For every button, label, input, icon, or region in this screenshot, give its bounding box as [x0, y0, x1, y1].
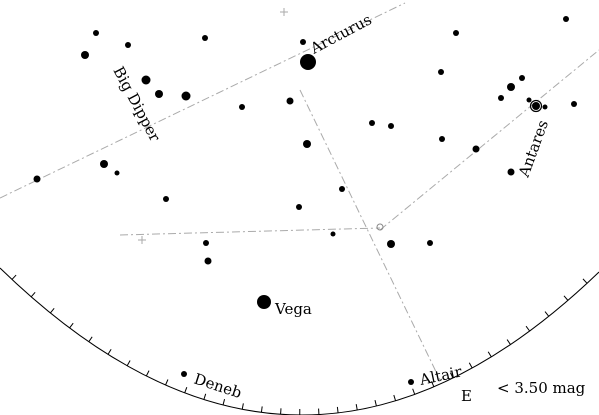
star-dot — [507, 83, 515, 91]
star-dot — [387, 240, 395, 248]
horizon-tick — [222, 399, 226, 406]
star-dot — [202, 35, 208, 41]
star-dot — [286, 97, 294, 105]
star-dot — [427, 240, 433, 246]
star-dot — [239, 104, 245, 110]
horizon-tick — [126, 360, 131, 366]
star-dot — [33, 175, 41, 183]
coordinate-grid — [0, 2, 599, 381]
horizon-tick — [525, 325, 531, 332]
horizon-tick — [30, 291, 36, 298]
label-altair: Altair — [417, 362, 464, 389]
horizon-tick — [145, 370, 150, 377]
star-dot — [438, 69, 444, 75]
horizon-tick — [544, 311, 550, 317]
star-dot — [571, 101, 577, 107]
horizon-tick — [165, 379, 169, 386]
star-dot — [330, 231, 336, 237]
star-dot — [526, 97, 532, 103]
antares-ring — [529, 99, 543, 113]
star-dot — [100, 160, 108, 168]
star-dot — [303, 140, 311, 148]
horizon-tick — [355, 404, 358, 411]
magnitude-limit-label: < 3.50 mag — [497, 379, 586, 397]
direction-label-east: E — [461, 387, 472, 405]
label-big-dipper: Big Dipper — [109, 63, 164, 145]
horizon-tick — [184, 387, 188, 394]
star-dot — [339, 186, 345, 192]
horizon-tick — [336, 406, 339, 413]
star-dot — [93, 30, 99, 36]
star-dot — [203, 240, 209, 246]
star-dot — [155, 90, 163, 98]
star-dot — [163, 196, 169, 202]
horizon-tick — [69, 322, 74, 329]
horizon-tick — [260, 406, 263, 413]
horizon-tick — [203, 393, 207, 400]
star-dot — [498, 95, 504, 101]
horizon-arc — [0, 267, 599, 415]
star-dot — [439, 136, 445, 142]
horizon-tick — [50, 307, 55, 314]
stars-layer — [33, 16, 577, 385]
label-antares: Antares — [515, 118, 553, 181]
star-dot — [563, 16, 569, 22]
star-dot — [300, 54, 316, 70]
star-dot — [204, 257, 212, 265]
horizon-tick — [88, 336, 93, 343]
star-dot — [472, 145, 480, 153]
star-dot — [519, 75, 525, 81]
star-dot — [300, 39, 306, 45]
star-dot — [181, 91, 191, 101]
star-dot — [388, 123, 394, 129]
horizon-tick — [449, 372, 454, 379]
horizon-tick — [506, 339, 511, 345]
horizon-ticks — [11, 274, 588, 415]
horizon-tick — [11, 274, 17, 280]
horizon-tick — [487, 351, 492, 358]
horizon-tick — [374, 400, 377, 407]
grid-cross-marks — [138, 8, 288, 244]
star-dot — [81, 51, 89, 59]
horizon-tick — [412, 388, 416, 395]
star-dot — [507, 168, 515, 176]
star-dot — [141, 75, 151, 85]
label-deneb: Deneb — [192, 370, 244, 402]
label-vega: Vega — [274, 300, 312, 318]
horizon-tick — [241, 403, 244, 410]
horizon-tick — [563, 295, 569, 301]
star-dot — [542, 104, 548, 110]
horizon-tick — [582, 278, 588, 284]
star-dot — [369, 120, 375, 126]
star-dot — [296, 204, 302, 210]
horizon-tick — [107, 348, 112, 355]
star-dot — [114, 170, 120, 176]
ecliptic-marker — [376, 223, 384, 231]
label-arcturus: Arcturus — [307, 10, 375, 58]
star-dot — [125, 42, 131, 48]
horizon-tick — [431, 381, 435, 387]
star-dot — [453, 30, 459, 36]
star-dot — [532, 102, 540, 110]
star-dot — [257, 295, 271, 309]
star-dot — [181, 371, 187, 377]
horizon-tick — [468, 362, 473, 369]
star-dot — [408, 379, 414, 385]
horizon-tick — [393, 394, 397, 401]
